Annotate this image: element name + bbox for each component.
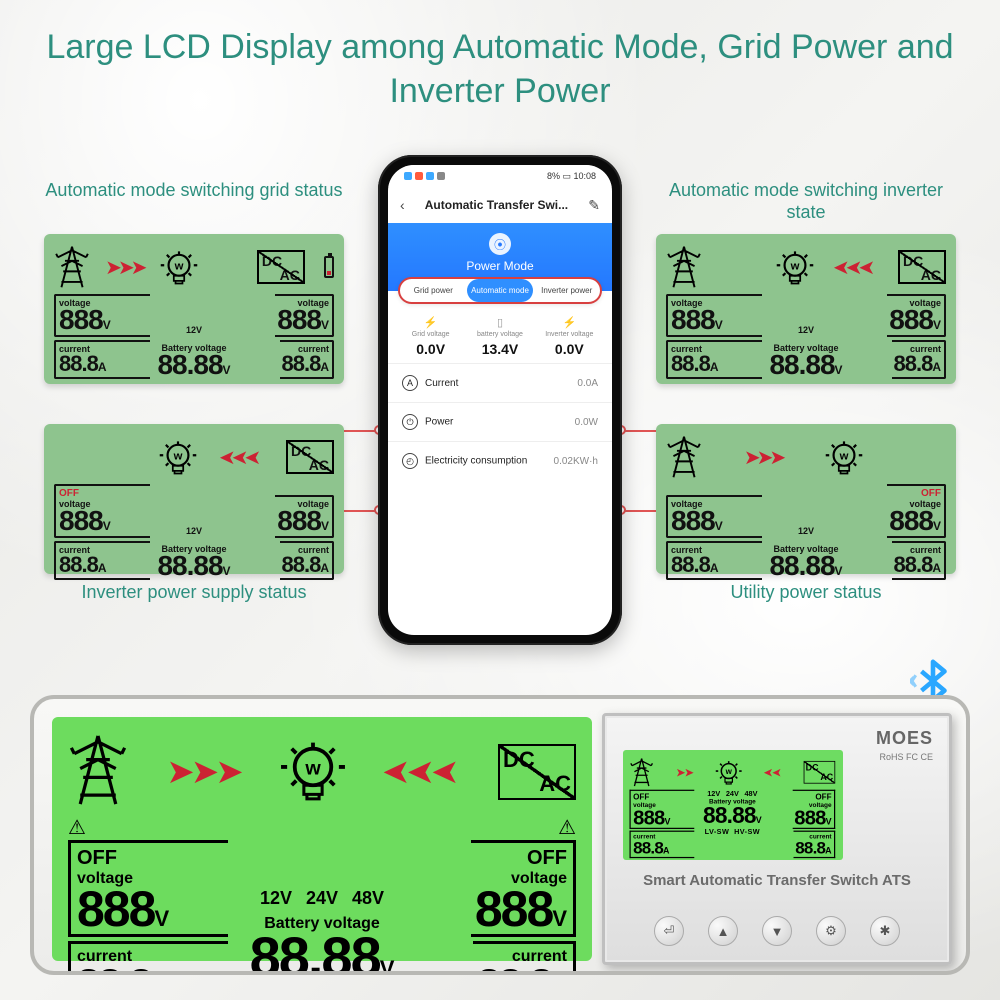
device-btn-bt[interactable]: ✱ [870, 916, 900, 946]
power-icon: ⏻ [402, 414, 418, 430]
headline: Large LCD Display among Automatic Mode, … [0, 0, 1000, 118]
battery-low-icon [324, 256, 334, 278]
dcac-icon: DCAC [498, 744, 576, 800]
row-energy[interactable]: ◴Electricity consumption 0.02KW·h [388, 441, 612, 480]
connector [622, 430, 656, 432]
current-icon: A [402, 375, 418, 391]
off-indicator: OFF [59, 488, 148, 499]
dcac-icon: DCAC [898, 250, 946, 284]
device-lcd: ➤➤ ➤➤ DCAC OFFvoltage 888V current 88.8A [623, 750, 843, 860]
tower-icon [666, 245, 702, 289]
mode-tabs: Grid power Automatic mode Inverter power [398, 277, 602, 304]
bulb-icon [775, 249, 815, 285]
off-indicator: OFF [77, 847, 224, 870]
bulb-icon [158, 439, 198, 475]
off-indicator: OFF [889, 488, 941, 499]
connector [344, 430, 378, 432]
device-btn-down[interactable]: ▼ [762, 916, 792, 946]
grid-voltage-value: 0.0V [396, 341, 465, 357]
edit-icon[interactable]: ✎ [588, 197, 600, 214]
flow-arrows-icon: ➤➤➤ [837, 255, 875, 280]
dcac-icon: DCAC [286, 440, 334, 474]
device-brand: MOES [876, 728, 933, 749]
inverter-voltage-value: 0.0V [535, 341, 604, 357]
flow-arrows-icon: ➤➤➤ [105, 255, 143, 280]
device-certs: RoHS FC CE [879, 752, 933, 762]
bolt-icon: ⚡ [396, 316, 465, 329]
flow-arrows-icon: ➤➤➤ [223, 445, 261, 470]
tower-icon [666, 435, 702, 479]
lcd-inverter-supply: ➤➤➤ DCAC OFFvoltage 888V current 88.8A 1… [44, 424, 344, 574]
tower-icon [54, 245, 90, 289]
bolt-icon: ⚡ [535, 316, 604, 329]
device-btn-enter[interactable]: ⏎ [654, 916, 684, 946]
tab-automatic-mode[interactable]: Automatic mode [467, 279, 534, 302]
connector [622, 510, 656, 512]
lcd-auto-grid: ➤➤➤ DCAC voltage 888V current 88.8A 12V … [44, 234, 344, 384]
tab-inverter-power[interactable]: Inverter power [533, 279, 600, 302]
warning-icon: ⚠ [68, 815, 228, 840]
lcd-utility: ➤➤➤ voltage 888V current 88.8A 12V Batte… [656, 424, 956, 574]
device-buttons: ⏎ ▲ ▼ ⚙ ✱ [605, 916, 949, 946]
tower-icon [68, 733, 128, 812]
lcd-auto-inverter: ➤➤➤ DCAC voltage 888V current 88.8A 12V … [656, 234, 956, 384]
caption-bottom-right: Utility power status [656, 582, 956, 604]
bulb-icon [278, 739, 348, 806]
flow-arrows-icon: ➤➤➤ [166, 752, 239, 792]
caption-top-left: Automatic mode switching grid status [44, 180, 344, 202]
row-current[interactable]: ACurrent 0.0A [388, 363, 612, 402]
caption-bottom-left: Inverter power supply status [44, 582, 344, 604]
energy-icon: ◴ [402, 453, 418, 469]
back-icon[interactable]: ‹ [400, 197, 405, 213]
ats-device: MOES RoHS FC CE ➤➤ ➤➤ DCAC OFFvoltage [602, 713, 952, 965]
lcd-large: ➤➤➤ ➤➤➤ DCAC ⚠ OFF voltage 888V current … [52, 717, 592, 961]
tab-grid-power[interactable]: Grid power [400, 279, 467, 302]
flow-arrows-icon: ➤➤➤ [386, 752, 459, 792]
status-bar: 8% ▭ 10:08 [388, 165, 612, 187]
mode-icon: ⦿ [489, 233, 511, 255]
battery-icon: ▯ [465, 316, 534, 329]
app-title: Automatic Automatic Transfer Swi...Trans… [425, 198, 568, 212]
dcac-icon: DCAC [257, 250, 305, 284]
bulb-icon [824, 439, 864, 475]
off-indicator: OFF [475, 847, 567, 870]
bulb-icon [159, 249, 199, 285]
phone-mockup: 8% ▭ 10:08 ‹ Automatic Automatic Transfe… [378, 155, 622, 645]
bottom-panel: ➤➤➤ ➤➤➤ DCAC ⚠ OFF voltage 888V current … [30, 695, 970, 975]
battery-voltage-value: 13.4V [465, 341, 534, 357]
warning-icon: ⚠ [558, 815, 576, 840]
connector [344, 510, 378, 512]
device-btn-set[interactable]: ⚙ [816, 916, 846, 946]
caption-top-right: Automatic mode switching inverter state [656, 180, 956, 223]
row-power[interactable]: ⏻Power 0.0W [388, 402, 612, 441]
flow-arrows-icon: ➤➤➤ [744, 445, 782, 470]
device-btn-up[interactable]: ▲ [708, 916, 738, 946]
device-model: Smart Automatic Transfer Switch ATS [605, 872, 949, 889]
voltage-stats: ⚡ Grid voltage 0.0V ▯ battery voltage 13… [396, 316, 604, 357]
